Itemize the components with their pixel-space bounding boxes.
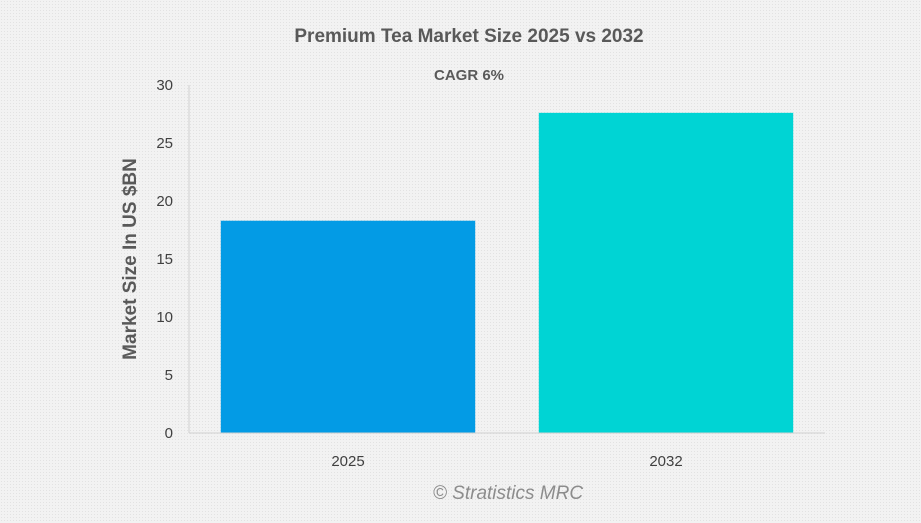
x-axis-ticks: 2025 2032: [331, 453, 682, 470]
y-tick-label: 15: [156, 251, 173, 268]
y-tick-label: 25: [156, 135, 173, 152]
y-tick-label: 5: [165, 367, 173, 384]
x-tick-label: 2025: [331, 453, 364, 470]
y-tick-label: 10: [156, 309, 173, 326]
chart-subtitle: CAGR 6%: [434, 67, 504, 84]
y-axis-ticks: 0 5 10 15 20 25 30: [156, 77, 173, 442]
x-tick-label: 2032: [649, 453, 682, 470]
chart-title: Premium Tea Market Size 2025 vs 2032: [294, 26, 643, 47]
bar-2032: [538, 112, 794, 433]
watermark: © Stratistics MRC: [433, 483, 583, 504]
bars-group: [220, 112, 794, 433]
y-axis-label: Market Size In US $BN: [120, 158, 141, 360]
bar-2025: [220, 220, 476, 433]
y-tick-label: 30: [156, 77, 173, 94]
y-tick-label: 20: [156, 193, 173, 210]
y-tick-label: 0: [165, 425, 173, 442]
